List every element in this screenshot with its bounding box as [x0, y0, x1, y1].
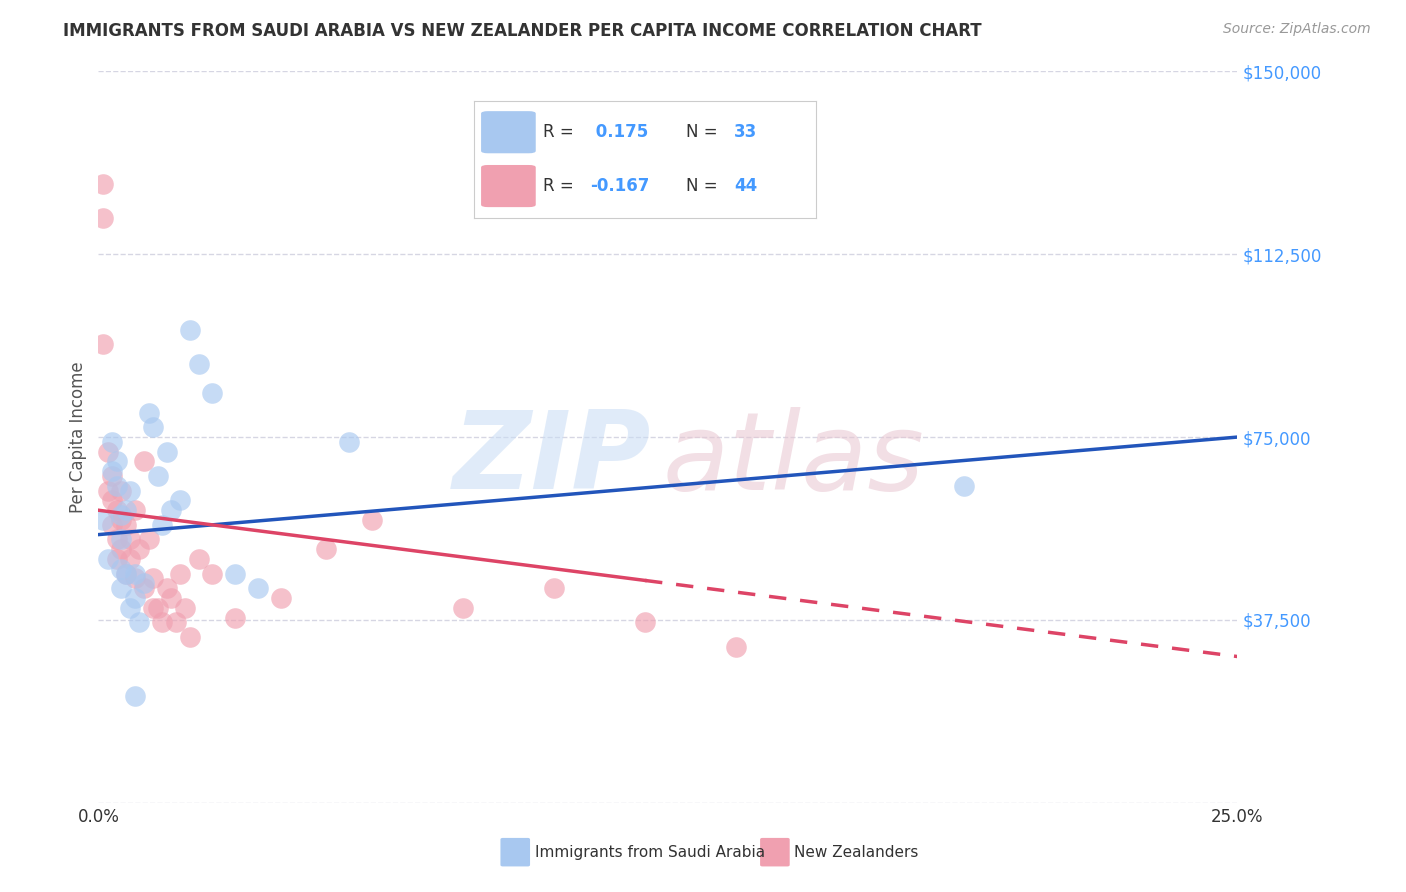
Text: IMMIGRANTS FROM SAUDI ARABIA VS NEW ZEALANDER PER CAPITA INCOME CORRELATION CHAR: IMMIGRANTS FROM SAUDI ARABIA VS NEW ZEAL…: [63, 22, 981, 40]
Point: [114, 503, 136, 517]
Point: [142, 600, 165, 615]
Point: [114, 517, 136, 532]
Point: [169, 566, 191, 581]
Point: [128, 615, 150, 630]
Point: [165, 615, 187, 630]
Point: [315, 542, 337, 557]
Point: [160, 591, 183, 605]
Point: [124, 503, 146, 517]
Point: [124, 566, 146, 581]
FancyBboxPatch shape: [501, 838, 530, 866]
Point: [120, 483, 142, 498]
Point: [156, 581, 179, 595]
Point: [124, 572, 146, 586]
Point: [156, 444, 179, 458]
Text: Source: ZipAtlas.com: Source: ZipAtlas.com: [1223, 22, 1371, 37]
Point: [91, 177, 114, 191]
Point: [91, 211, 114, 225]
Point: [110, 581, 132, 595]
Point: [105, 533, 128, 547]
Point: [96, 483, 118, 498]
Text: Immigrants from Saudi Arabia: Immigrants from Saudi Arabia: [534, 845, 765, 860]
Point: [101, 517, 124, 532]
Point: [160, 503, 183, 517]
Point: [120, 600, 142, 615]
Point: [201, 386, 224, 401]
Text: atlas: atlas: [662, 407, 924, 511]
Point: [138, 406, 160, 420]
Point: [91, 337, 114, 351]
Point: [132, 454, 155, 468]
Text: New Zealanders: New Zealanders: [794, 845, 918, 860]
Point: [132, 581, 155, 595]
Point: [96, 444, 118, 458]
Point: [110, 513, 132, 527]
Point: [337, 434, 360, 449]
Point: [91, 513, 114, 527]
Point: [270, 591, 292, 605]
Point: [101, 493, 124, 508]
Point: [138, 533, 160, 547]
Point: [187, 552, 209, 566]
Point: [110, 483, 132, 498]
Point: [451, 600, 474, 615]
Point: [105, 552, 128, 566]
FancyBboxPatch shape: [761, 838, 790, 866]
Point: [128, 542, 150, 557]
Point: [224, 566, 246, 581]
Point: [114, 566, 136, 581]
Point: [110, 533, 132, 547]
Point: [246, 581, 269, 595]
Point: [634, 615, 657, 630]
Point: [179, 630, 201, 644]
Point: [174, 600, 197, 615]
Point: [101, 464, 124, 478]
Point: [105, 454, 128, 468]
Point: [101, 434, 124, 449]
Point: [169, 493, 191, 508]
Point: [110, 562, 132, 576]
Text: ZIP: ZIP: [453, 406, 651, 512]
Point: [224, 610, 246, 624]
Point: [120, 552, 142, 566]
Point: [124, 689, 146, 703]
Point: [953, 479, 976, 493]
Point: [105, 479, 128, 493]
Point: [360, 513, 382, 527]
Point: [725, 640, 748, 654]
Point: [114, 566, 136, 581]
Point: [124, 591, 146, 605]
Point: [187, 357, 209, 371]
Point: [120, 533, 142, 547]
Point: [146, 600, 169, 615]
Point: [132, 576, 155, 591]
Point: [543, 581, 565, 595]
Point: [201, 566, 224, 581]
Point: [105, 503, 128, 517]
Point: [150, 517, 173, 532]
Point: [150, 615, 173, 630]
Point: [146, 469, 169, 483]
Point: [96, 552, 118, 566]
Y-axis label: Per Capita Income: Per Capita Income: [69, 361, 87, 513]
Point: [110, 508, 132, 522]
Point: [179, 323, 201, 337]
Point: [110, 542, 132, 557]
Point: [101, 469, 124, 483]
Point: [142, 572, 165, 586]
Point: [142, 420, 165, 434]
